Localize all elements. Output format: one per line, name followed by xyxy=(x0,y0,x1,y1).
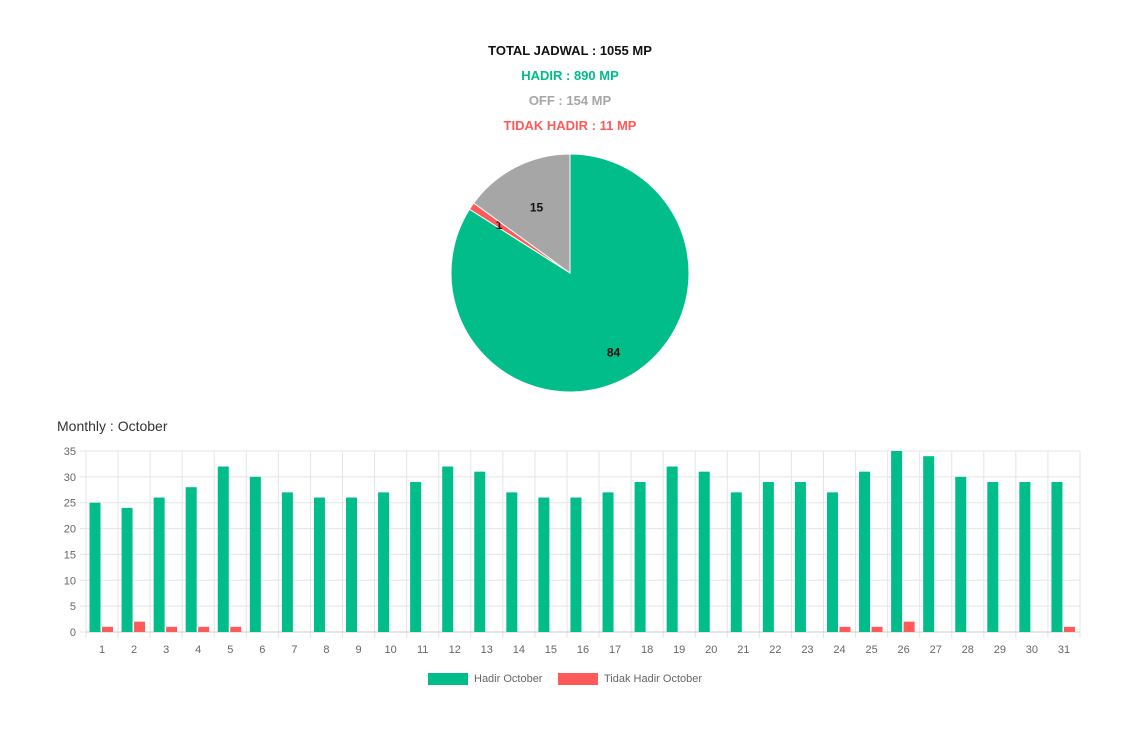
bar-hadir xyxy=(987,482,999,632)
x-tick-label: 22 xyxy=(769,644,781,656)
bar-hadir xyxy=(281,492,293,632)
bar-tidak-hadir xyxy=(102,626,113,632)
x-tick-label: 30 xyxy=(1026,644,1038,656)
pie-slice-label: 84 xyxy=(607,345,621,359)
bar-tidak-hadir xyxy=(839,626,851,632)
bar-hadir xyxy=(506,492,518,632)
bar-tidak-hadir xyxy=(134,621,146,632)
monthly-title: Monthly : October xyxy=(57,418,168,434)
bar-hadir xyxy=(634,482,646,632)
x-tick-label: 9 xyxy=(355,644,361,656)
x-tick-label: 24 xyxy=(833,644,845,656)
x-tick-label: 10 xyxy=(384,644,396,656)
x-tick-label: 31 xyxy=(1058,644,1070,656)
pie-slice-label: 1 xyxy=(496,218,503,232)
x-tick-label: 21 xyxy=(737,644,749,656)
x-tick-label: 1 xyxy=(99,644,105,656)
bar-hadir xyxy=(859,471,871,632)
bar-hadir xyxy=(313,497,325,632)
tidak-hadir-label: TIDAK HADIR : 11 MP xyxy=(503,118,637,133)
bar-hadir xyxy=(955,476,967,632)
x-tick-label: 6 xyxy=(259,644,265,656)
x-tick-label: 4 xyxy=(195,644,201,656)
bar-tidak-hadir xyxy=(230,626,242,632)
bar-hadir xyxy=(762,482,774,632)
legend-label[interactable]: Hadir October xyxy=(474,673,543,685)
bar-hadir xyxy=(121,507,133,632)
x-tick-label: 7 xyxy=(291,644,297,656)
y-tick-label: 20 xyxy=(64,524,76,536)
y-tick-label: 35 xyxy=(64,446,76,458)
x-tick-label: 27 xyxy=(930,644,942,656)
x-tick-label: 14 xyxy=(513,644,525,656)
bar-hadir xyxy=(474,471,486,632)
bar-hadir xyxy=(1051,482,1063,632)
hadir-label: HADIR : 890 MP xyxy=(521,68,619,83)
x-tick-label: 16 xyxy=(577,644,589,656)
bar-tidak-hadir xyxy=(198,626,210,632)
x-tick-label: 5 xyxy=(227,644,233,656)
pie-chart: 84 1 15 xyxy=(450,153,690,393)
y-tick-label: 5 xyxy=(70,601,76,613)
x-tick-label: 29 xyxy=(994,644,1006,656)
x-tick-label: 12 xyxy=(449,644,461,656)
bar-hadir xyxy=(698,471,710,632)
x-tick-label: 19 xyxy=(673,644,685,656)
x-tick-label: 25 xyxy=(865,644,877,656)
bar-hadir xyxy=(410,482,422,632)
bar-hadir xyxy=(153,497,165,632)
bar-hadir xyxy=(826,492,838,632)
bar-hadir xyxy=(891,451,903,632)
bar-hadir xyxy=(378,492,390,632)
x-tick-label: 17 xyxy=(609,644,621,656)
y-tick-label: 30 xyxy=(64,472,76,484)
bar-hadir xyxy=(185,487,197,632)
pie-slice-label: 15 xyxy=(530,200,544,214)
x-tick-label: 13 xyxy=(481,644,493,656)
legend-swatch[interactable] xyxy=(558,673,598,685)
bar-hadir xyxy=(602,492,614,632)
bar-hadir xyxy=(346,497,358,632)
bar-tidak-hadir xyxy=(166,626,178,632)
x-tick-label: 20 xyxy=(705,644,717,656)
bar-tidak-hadir xyxy=(1063,626,1075,632)
y-tick-label: 10 xyxy=(64,575,76,587)
bar-tidak-hadir xyxy=(903,621,915,632)
pie-slice xyxy=(473,153,571,274)
x-tick-label: 26 xyxy=(898,644,910,656)
x-tick-label: 28 xyxy=(962,644,974,656)
bar-hadir xyxy=(570,497,582,632)
bar-tidak-hadir xyxy=(871,626,883,632)
bar-hadir xyxy=(89,502,101,632)
y-tick-label: 0 xyxy=(70,627,76,639)
x-tick-label: 11 xyxy=(417,644,428,656)
bar-hadir xyxy=(538,497,550,632)
legend-swatch[interactable] xyxy=(428,673,468,685)
bar-hadir xyxy=(1019,482,1031,632)
x-tick-label: 23 xyxy=(801,644,813,656)
y-tick-label: 25 xyxy=(64,498,76,510)
y-tick-label: 15 xyxy=(64,549,76,561)
bar-hadir xyxy=(249,476,261,632)
bar-hadir xyxy=(442,466,454,632)
bar-hadir xyxy=(794,482,806,632)
bar-hadir xyxy=(666,466,678,632)
x-tick-label: 8 xyxy=(323,644,329,656)
x-tick-label: 15 xyxy=(545,644,557,656)
x-tick-label: 2 xyxy=(131,644,137,656)
bar-hadir xyxy=(730,492,742,632)
total-jadwal-label: TOTAL JADWAL : 1055 MP xyxy=(488,43,652,58)
x-tick-label: 18 xyxy=(641,644,653,656)
bar-hadir xyxy=(923,456,935,632)
off-label: OFF : 154 MP xyxy=(528,93,612,108)
x-tick-label: 3 xyxy=(163,644,169,656)
bar-hadir xyxy=(217,466,229,632)
legend-label[interactable]: Tidak Hadir October xyxy=(604,673,702,685)
